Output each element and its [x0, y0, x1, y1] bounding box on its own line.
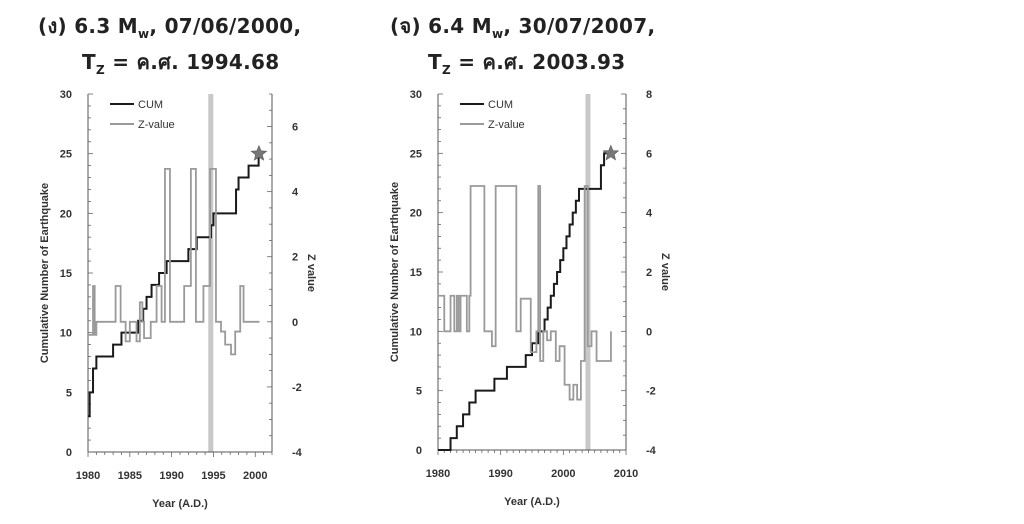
- legend-label: Z-value: [488, 119, 525, 131]
- y-axis-label-right: Z value: [659, 253, 671, 291]
- y-tick-label-right: 4: [646, 208, 653, 220]
- y-tick-label-right: 0: [646, 326, 652, 338]
- x-tick-label: 1985: [118, 470, 142, 482]
- x-axis-label: Year (A.D.): [504, 496, 560, 508]
- y-tick-label-left: 10: [410, 326, 422, 338]
- x-tick-label: 1990: [159, 470, 183, 482]
- y-tick-label-left: 0: [66, 447, 72, 459]
- y-tick-label-left: 15: [60, 268, 72, 280]
- legend-label: Z-value: [138, 119, 175, 131]
- y-tick-label-right: -4: [646, 445, 657, 457]
- mainshock-star-icon: [250, 144, 268, 161]
- y-tick-label-left: 5: [66, 387, 72, 399]
- x-tick-label: 2010: [614, 468, 638, 480]
- x-tick-label: 1980: [76, 470, 100, 482]
- y-tick-label-right: 2: [646, 267, 652, 279]
- series-cum-line: [88, 153, 260, 418]
- panel-1-title-line2: TZ = ค.ศ. 1994.68: [82, 50, 280, 77]
- y-tick-label-right: 6: [292, 122, 298, 134]
- legend-label: CUM: [488, 99, 513, 111]
- y-tick-label-right: 6: [646, 148, 652, 160]
- x-tick-label: 1995: [201, 470, 225, 482]
- y-axis-label-right: Z value: [305, 254, 317, 292]
- series-z-value-line: [88, 167, 260, 356]
- y-tick-label-left: 30: [410, 89, 422, 101]
- x-tick-label: 1980: [426, 468, 450, 480]
- y-tick-label-left: 30: [60, 89, 72, 101]
- y-tick-label-left: 10: [60, 328, 72, 340]
- panel-1-title-line1: (ง) 6.3 Mw, 07/06/2000,: [38, 14, 302, 41]
- series-z-value-line: [438, 185, 612, 401]
- y-tick-label-right: -4: [292, 447, 303, 459]
- panel-2-title-line2: TZ = ค.ศ. 2003.93: [428, 50, 626, 77]
- y-axis-label-left: Cumulative Number of Earthquake: [389, 182, 401, 362]
- panel-2-title-line1: (จ) 6.4 Mw, 30/07/2007,: [390, 14, 656, 41]
- x-axis-label: Year (A.D.): [152, 498, 208, 510]
- x-tick-label: 2000: [551, 468, 575, 480]
- y-tick-label-right: -2: [292, 382, 302, 394]
- y-tick-label-left: 0: [416, 445, 422, 457]
- series-cum-line: [438, 152, 611, 451]
- x-tick-label: 1990: [488, 468, 512, 480]
- y-tick-label-left: 25: [410, 148, 422, 160]
- y-tick-label-left: 20: [60, 208, 72, 220]
- legend-label: CUM: [138, 99, 163, 111]
- y-tick-label-right: -2: [646, 386, 656, 398]
- x-tick-label: 2000: [243, 470, 267, 482]
- y-tick-label-right: 0: [292, 317, 298, 329]
- y-tick-label-right: 4: [292, 187, 299, 199]
- y-tick-label-left: 15: [410, 267, 422, 279]
- y-tick-label-right: 2: [292, 252, 298, 264]
- y-tick-label-left: 25: [60, 149, 72, 161]
- y-tick-label-right: 8: [646, 89, 652, 101]
- mainshock-star-icon: [602, 144, 620, 161]
- y-tick-label-left: 20: [410, 208, 422, 220]
- y-axis-label-left: Cumulative Number of Earthquake: [39, 183, 51, 363]
- y-tick-label-left: 5: [416, 386, 422, 398]
